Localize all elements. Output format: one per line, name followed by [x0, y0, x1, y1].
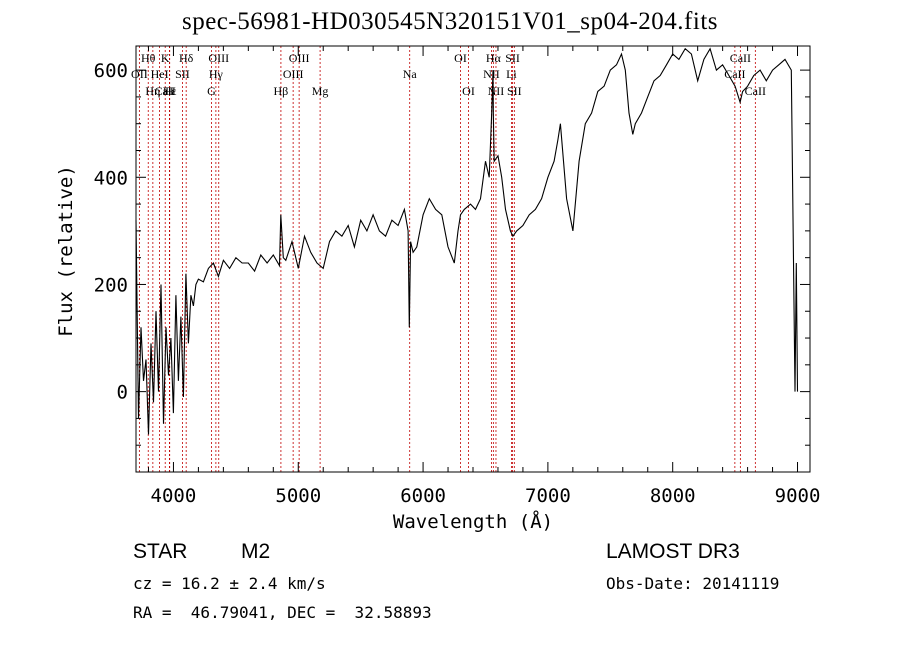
chart-title: spec-56981-HD030545N320151V01_sp04-204.f…: [181, 8, 719, 35]
annotation-label: H: [165, 84, 174, 98]
x-tick-label: 6000: [400, 485, 446, 507]
annotation-label: HeI: [151, 67, 169, 81]
x-axis-label: Wavelength (Å): [393, 510, 553, 533]
annotation-label: Li: [506, 67, 517, 81]
annotation-label: NII: [488, 84, 505, 98]
coordinates: RA = 46.79041, DEC = 32.58893: [133, 603, 432, 622]
annotation-label: K: [161, 51, 170, 65]
redshift-velocity: cz = 16.2 ± 2.4 km/s: [133, 574, 326, 593]
x-tick-label: 8000: [650, 485, 696, 507]
annotation-label: Hα: [486, 51, 502, 65]
annotation-label: Hβ: [274, 84, 289, 98]
y-tick-label: 600: [94, 60, 128, 82]
annotation-label: Hδ: [179, 51, 194, 65]
observation-date: Obs-Date: 20141119: [606, 574, 780, 593]
annotation-label: Hθ: [141, 51, 156, 65]
axes-group: 4000 5000 6000 7000 8000 9000 0 200 400 600: [94, 46, 821, 507]
annotation-label: OIII: [283, 67, 304, 81]
annotation-label: OIII: [289, 51, 310, 65]
annotation-label: SII: [505, 51, 520, 65]
x-tick-label: 9000: [775, 485, 821, 507]
annotation-label: CaII: [730, 51, 751, 65]
annotation-label: SII: [175, 67, 190, 81]
annotation-label: OI: [454, 51, 467, 65]
y-tick-label: 200: [94, 274, 128, 296]
annotation-label: G: [207, 84, 216, 98]
annotation-label: OII: [131, 67, 148, 81]
annotation-label: Hγ: [209, 67, 224, 81]
annotation-label: Mg: [312, 84, 329, 98]
annotation-label: SII: [507, 84, 522, 98]
line-marker-group: [138, 46, 756, 472]
annotation-label: Hη: [145, 84, 160, 98]
x-tick-label: 7000: [525, 485, 571, 507]
annotation-label: OI: [462, 84, 475, 98]
x-tick-label: 5000: [275, 485, 321, 507]
annotation-label: CaII: [745, 84, 766, 98]
annotation-label: Hε: [163, 84, 177, 98]
y-tick-label: 0: [117, 382, 128, 404]
y-tick-label: 400: [94, 167, 128, 189]
annotation-label: CaII: [155, 84, 176, 98]
annotation-label: Na: [403, 67, 418, 81]
x-tick-label: 4000: [151, 485, 197, 507]
annotation-label: OIII: [208, 51, 229, 65]
object-subclass: M2: [241, 540, 271, 563]
object-class: STAR: [133, 540, 188, 563]
annotation-label: NII: [483, 67, 500, 81]
spectrum-line: [135, 47, 799, 435]
y-axis-label: Flux (relative): [55, 165, 77, 337]
survey-label: LAMOST DR3: [606, 540, 740, 563]
